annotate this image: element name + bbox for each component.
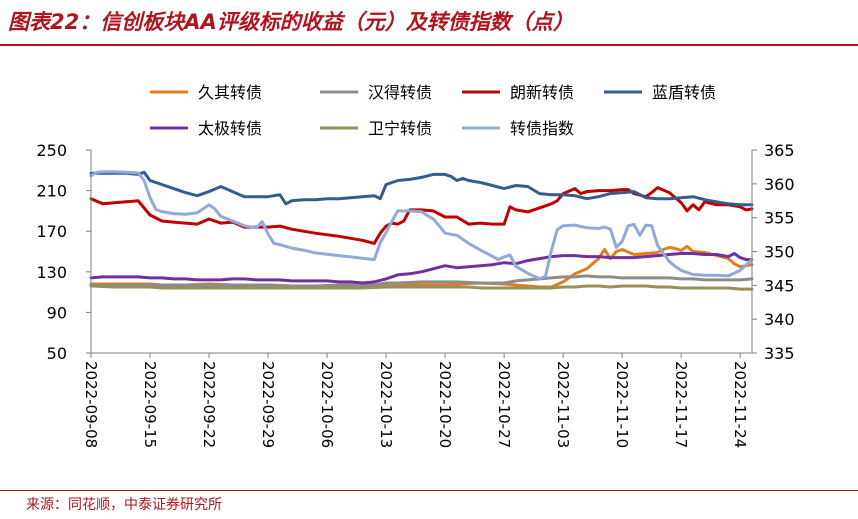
right-tick-label: 335 [764, 344, 795, 363]
x-tick-label: 2022-11-10 [613, 361, 631, 448]
source-divider [0, 490, 858, 491]
left-tick-label: 130 [36, 263, 67, 282]
right-tick-label: 350 [764, 243, 795, 262]
left-tick-label: 250 [36, 141, 67, 160]
chart-axes: 250 210 170 130 90 50 365 360 355 350 345 340 335 202… [36, 141, 794, 448]
series-line-4 [89, 252, 754, 285]
x-tick-label: 2022-10-06 [318, 361, 336, 448]
title-divider [0, 44, 858, 46]
legend-label: 转债指数 [510, 119, 574, 138]
x-tick-label: 2022-09-15 [141, 361, 159, 448]
chart-title: 图表22：信创板块AA评级标的收益（元）及转债指数（点） [8, 10, 574, 34]
plot-area [89, 170, 754, 291]
series-line-1 [89, 274, 754, 288]
x-tick-label: 2022-09-08 [82, 361, 100, 448]
left-tick-label: 90 [47, 303, 67, 322]
legend-label: 朗新转债 [510, 83, 574, 102]
left-tick-label: 210 [36, 182, 67, 201]
chart-source: 来源：同花顺，中泰证券研究所 [26, 497, 222, 513]
x-tick-label: 2022-10-27 [495, 361, 513, 448]
left-tick-label: 170 [36, 222, 67, 241]
series-line-5 [89, 284, 754, 291]
right-tick-label: 340 [764, 310, 795, 329]
x-tick-label: 2022-09-22 [200, 361, 218, 448]
x-tick-label: 2022-10-13 [377, 361, 395, 448]
right-tick-label: 355 [764, 209, 795, 228]
legend-label: 久其转债 [198, 83, 262, 102]
x-tick-label: 2022-10-20 [436, 361, 454, 448]
legend-label: 卫宁转债 [368, 119, 432, 138]
series-line-3 [89, 170, 754, 207]
right-tick-label: 345 [764, 276, 795, 295]
right-tick-label: 365 [764, 141, 795, 160]
legend-label: 太极转债 [198, 119, 262, 138]
x-tick-label: 2022-11-17 [672, 361, 690, 448]
right-tick-label: 360 [764, 175, 795, 194]
legend-label: 蓝盾转债 [652, 83, 716, 102]
legend-label: 汉得转债 [368, 83, 432, 102]
left-tick-label: 50 [47, 344, 67, 363]
x-tick-label: 2022-09-29 [259, 361, 277, 448]
x-tick-label: 2022-11-03 [554, 361, 572, 448]
series-line-2 [89, 186, 754, 245]
series-line-6 [89, 170, 754, 281]
x-tick-label: 2022-11-24 [731, 361, 749, 448]
